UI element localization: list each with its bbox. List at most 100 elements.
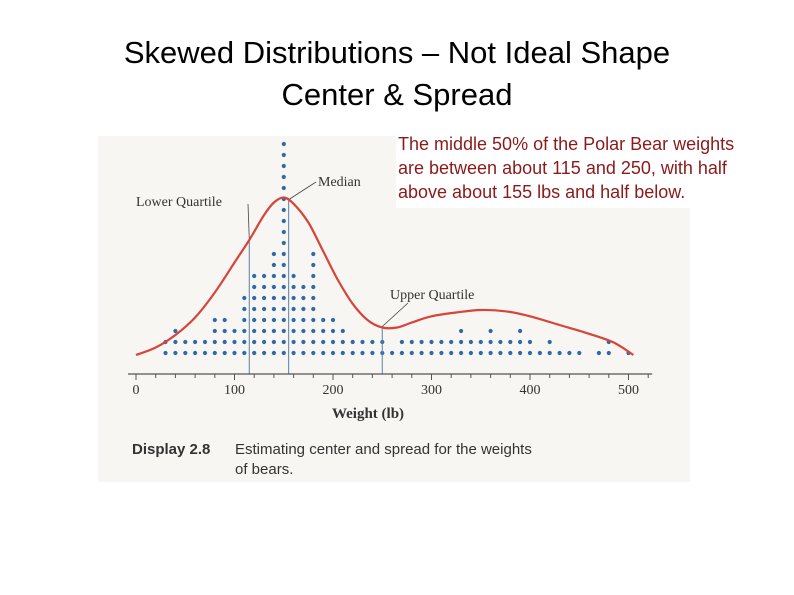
- data-dot: [252, 295, 257, 301]
- data-dot: [281, 295, 286, 301]
- data-dot: [271, 350, 276, 356]
- data-dot: [340, 350, 345, 356]
- data-dot: [577, 350, 582, 356]
- data-dot: [419, 339, 424, 345]
- data-dot: [183, 339, 188, 345]
- data-dot: [301, 306, 306, 312]
- data-dot: [232, 328, 237, 334]
- data-dot: [252, 317, 257, 323]
- data-dot: [439, 350, 444, 356]
- data-dot: [527, 350, 533, 356]
- data-dot: [262, 350, 267, 356]
- data-dot: [252, 350, 257, 356]
- data-dot: [409, 350, 414, 356]
- data-dot: [281, 240, 286, 246]
- data-dot: [212, 328, 217, 334]
- data-dot: [311, 262, 316, 268]
- data-dot: [360, 350, 365, 356]
- x-axis-label: Weight (lb): [332, 406, 404, 422]
- x-tick-label: 400: [520, 383, 541, 398]
- data-dot: [311, 317, 316, 323]
- data-dot: [271, 251, 276, 257]
- data-dot: [291, 284, 296, 290]
- data-dot: [202, 350, 208, 356]
- caption-text-line-2: of bears.: [235, 461, 293, 478]
- data-dot: [271, 273, 276, 279]
- data-dot: [390, 350, 395, 356]
- quartile-markers: Lower Quartile Median Upper Quartile: [136, 175, 474, 374]
- data-dot: [311, 328, 316, 334]
- data-dot: [281, 328, 286, 334]
- data-dot: [212, 317, 217, 323]
- data-dot: [596, 350, 601, 356]
- data-dot: [262, 295, 267, 301]
- dot-plot-chart: Lower Quartile Median Upper Quartile 0 100 2…: [128, 141, 653, 478]
- data-dot: [459, 350, 464, 356]
- data-dot: [281, 152, 286, 158]
- data-dot: [301, 317, 306, 323]
- data-dot: [429, 339, 434, 345]
- data-dot: [281, 339, 286, 345]
- data-dot: [222, 350, 227, 356]
- data-dot: [370, 339, 375, 345]
- data-dot: [252, 306, 257, 312]
- data-dot: [488, 328, 493, 334]
- data-dot: [271, 284, 276, 290]
- data-dot: [291, 339, 296, 345]
- density-curve: [135, 196, 635, 357]
- data-dot: [606, 350, 611, 356]
- data-dot: [449, 350, 454, 356]
- data-dot: [193, 350, 198, 356]
- caption-label: Display 2.8: [132, 441, 210, 458]
- data-dot: [478, 350, 483, 356]
- data-dot: [468, 350, 473, 356]
- data-dot: [271, 306, 276, 312]
- marker-leader-line: [288, 181, 317, 200]
- data-dot: [311, 284, 316, 290]
- data-dot: [488, 350, 493, 356]
- data-dot: [321, 317, 326, 323]
- data-dot: [350, 339, 355, 345]
- data-dot: [459, 339, 464, 345]
- data-dot: [508, 339, 513, 345]
- data-dot: [232, 350, 237, 356]
- data-dot: [173, 339, 178, 345]
- data-dot: [478, 339, 483, 345]
- data-dot: [252, 328, 257, 334]
- data-dot: [498, 350, 503, 356]
- data-dot: [173, 350, 178, 356]
- data-dot: [399, 350, 404, 356]
- data-dot: [271, 317, 276, 323]
- data-dot: [281, 317, 286, 323]
- data-dot: [557, 350, 562, 356]
- data-dot: [242, 339, 247, 345]
- data-dot: [262, 273, 267, 279]
- data-dot: [281, 306, 286, 312]
- data-dot: [193, 339, 198, 345]
- data-dot: [340, 328, 345, 334]
- data-dot: [350, 350, 355, 356]
- data-dot: [488, 339, 493, 345]
- data-dot: [311, 306, 316, 312]
- data-dot: [301, 284, 306, 290]
- data-dot: [281, 273, 286, 279]
- data-dot: [271, 262, 276, 268]
- data-dot: [281, 284, 286, 290]
- slide-title-line-2: Center & Spread: [281, 77, 513, 112]
- data-dot: [262, 306, 267, 312]
- data-dot: [321, 350, 326, 356]
- data-dot: [291, 273, 296, 279]
- data-dot: [281, 262, 286, 268]
- data-dot: [242, 317, 247, 323]
- data-dot: [301, 350, 306, 356]
- data-dot: [330, 328, 336, 334]
- marker-label: Lower Quartile: [136, 195, 222, 210]
- data-dot: [321, 328, 326, 334]
- caption-text-line-1: Estimating center and spread for the wei…: [235, 441, 532, 458]
- data-dot: [311, 295, 316, 301]
- data-dot: [301, 339, 306, 345]
- data-dot: [262, 339, 267, 345]
- data-dot: [173, 328, 178, 334]
- x-tick-label: 100: [224, 383, 245, 398]
- data-dot: [311, 339, 316, 345]
